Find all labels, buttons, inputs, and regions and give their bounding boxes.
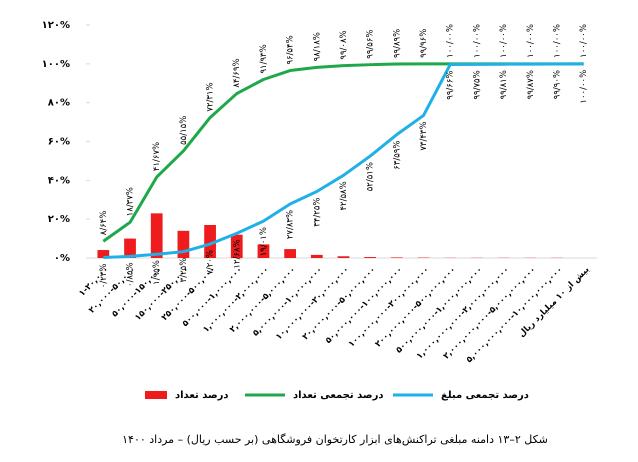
line <box>103 62 584 260</box>
value-label: ۱۲/۶۸% <box>232 239 242 268</box>
value-label: ۱۸/۳۷% <box>126 187 136 216</box>
bar <box>230 234 243 258</box>
value-label: ۰/۸۵% <box>126 262 136 287</box>
bar <box>310 254 323 258</box>
bar <box>204 224 216 258</box>
y-tick-label: ۲۰% <box>48 214 70 225</box>
value-label: ۳۴/۲۵% <box>312 197 322 226</box>
value-label: ۹۹/۵۶% <box>366 29 376 58</box>
value-label: ۲۷/۸۳% <box>286 210 296 239</box>
value-label: ۱۰۰/۰۰% <box>579 70 589 104</box>
legend-label: درصد تجمعی تعداد <box>293 390 383 401</box>
value-label: ۹۹/۷۵% <box>472 70 482 99</box>
y-tick-label: ۱۰۰% <box>42 59 70 70</box>
value-label: ۱/۹۵% <box>152 260 162 285</box>
legend-label: درصد تعداد <box>175 390 229 401</box>
value-label: ۷/۲۰% <box>206 250 216 275</box>
value-label: ۹۹/۹۰% <box>552 70 562 99</box>
legend-swatch <box>145 391 167 399</box>
value-label: ۱۹/۰۱% <box>259 227 269 256</box>
bar <box>150 213 163 258</box>
value-label: ۱۰۰/۰۰% <box>526 24 536 58</box>
y-tick-label: ۱۲۰% <box>42 20 70 31</box>
bar <box>177 230 190 258</box>
bar <box>257 244 270 258</box>
value-label: ۴۱/۶۷% <box>152 142 162 171</box>
value-label: ۹۹/۸۱% <box>499 70 509 99</box>
value-label: ۹۹/۸۹% <box>392 29 402 58</box>
value-label: ۵۲/۵۱% <box>366 162 376 191</box>
y-tick-label: ۴۰% <box>48 175 70 186</box>
line <box>102 62 584 243</box>
bar <box>284 249 297 258</box>
legend-label: درصد تجمعی مبلغ <box>441 390 529 401</box>
bar <box>390 257 403 258</box>
y-tick-label: ۸۰% <box>48 98 70 109</box>
y-tick-label: ۰% <box>54 253 70 264</box>
value-label: ۵۵/۱۵% <box>179 116 189 145</box>
value-label: ۳/۲۵% <box>179 258 189 283</box>
value-label: ۹۸/۱۸% <box>312 32 322 61</box>
bar <box>124 238 136 258</box>
value-label: ۱۰۰/۰۰% <box>499 24 509 58</box>
value-label: ۹۱/۹۳% <box>259 44 269 73</box>
bar <box>364 257 377 258</box>
value-label: ۰/۲۳% <box>99 264 109 289</box>
value-label: ۹۹/۰۸% <box>339 30 349 59</box>
value-label: ۹۶/۵۴% <box>286 35 296 64</box>
value-label: ۱۰۰/۰۰% <box>472 24 482 58</box>
bar <box>97 250 110 258</box>
value-label: ۹۹/۹۶% <box>419 29 429 58</box>
value-label: ۸۴/۶۹% <box>232 58 242 87</box>
value-label: ۱۰۰/۰۰% <box>446 24 456 58</box>
bar <box>337 256 350 258</box>
y-tick-label: ۶۰% <box>48 137 70 148</box>
value-label: ۱۰۰/۰۰% <box>579 24 589 58</box>
value-label: ۹۹/۶۶% <box>446 70 456 99</box>
value-label: ۷۳/۴۳% <box>419 121 429 150</box>
value-label: ۹۹/۸۷% <box>526 70 536 99</box>
value-label: ۴۲/۵۸% <box>339 181 349 210</box>
value-label: ۱۰۰/۰۰% <box>552 24 562 58</box>
value-label: ۸/۶۴% <box>99 211 109 236</box>
value-label: ۷۲/۳۱% <box>206 82 216 111</box>
value-label: ۶۳/۵۹% <box>392 141 402 170</box>
chart-caption: شکل ۲–۱۳ دامنه مبلغی تراکنش‌های ابزار کا… <box>122 433 548 446</box>
